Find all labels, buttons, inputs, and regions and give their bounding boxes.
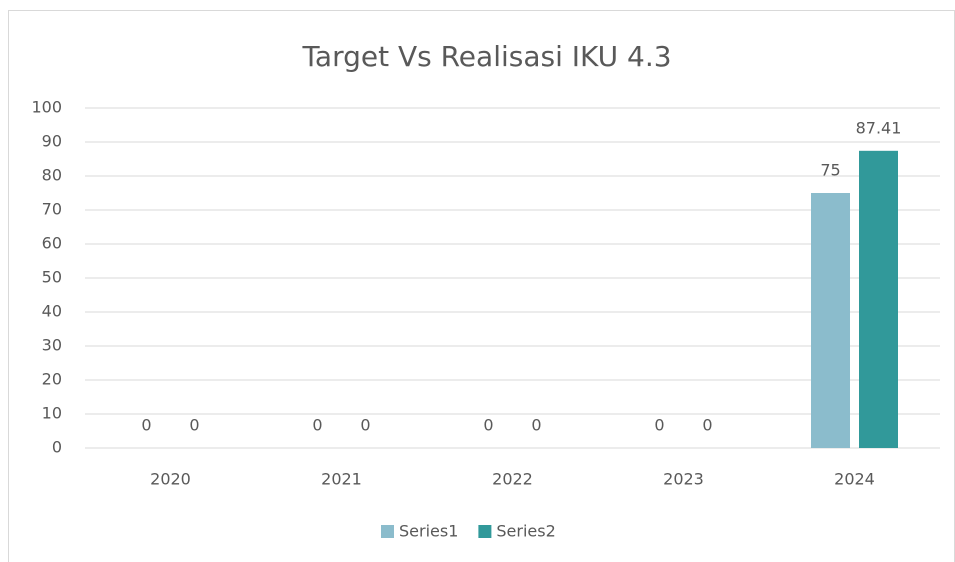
data-label: 0: [483, 416, 493, 435]
y-tick-label: 40: [42, 302, 62, 321]
legend-swatch: [381, 525, 394, 538]
data-label: 0: [312, 416, 322, 435]
y-tick-label: 20: [42, 370, 62, 389]
y-tick-label: 90: [42, 132, 62, 151]
x-tick-label: 2024: [834, 470, 875, 489]
x-tick-label: 2022: [492, 470, 533, 489]
bar: [811, 193, 850, 448]
bar: [859, 150, 898, 448]
y-tick-label: 70: [42, 200, 62, 219]
y-tick-label: 100: [31, 98, 62, 117]
data-label: 0: [531, 416, 541, 435]
x-tick-label: 2020: [150, 470, 191, 489]
legend-label: Series1: [399, 522, 458, 541]
legend-label: Series2: [496, 522, 555, 541]
y-tick-label: 10: [42, 404, 62, 423]
chart-title: Target Vs Realisasi IKU 4.3: [301, 40, 671, 73]
data-label: 87.41: [856, 118, 902, 137]
y-tick-label: 30: [42, 336, 62, 355]
data-label: 0: [141, 416, 151, 435]
data-label: 0: [360, 416, 370, 435]
legend-swatch: [478, 525, 492, 538]
y-tick-label: 60: [42, 234, 62, 253]
y-tick-label: 0: [52, 438, 62, 457]
data-label: 0: [702, 416, 712, 435]
x-tick-label: 2021: [321, 470, 362, 489]
y-tick-label: 50: [42, 268, 62, 287]
x-tick-label: 2023: [663, 470, 704, 489]
data-label: 0: [189, 416, 199, 435]
y-tick-label: 80: [42, 166, 62, 185]
data-label: 75: [820, 161, 840, 180]
data-label: 0: [654, 416, 664, 435]
chart-border: [8, 10, 955, 562]
